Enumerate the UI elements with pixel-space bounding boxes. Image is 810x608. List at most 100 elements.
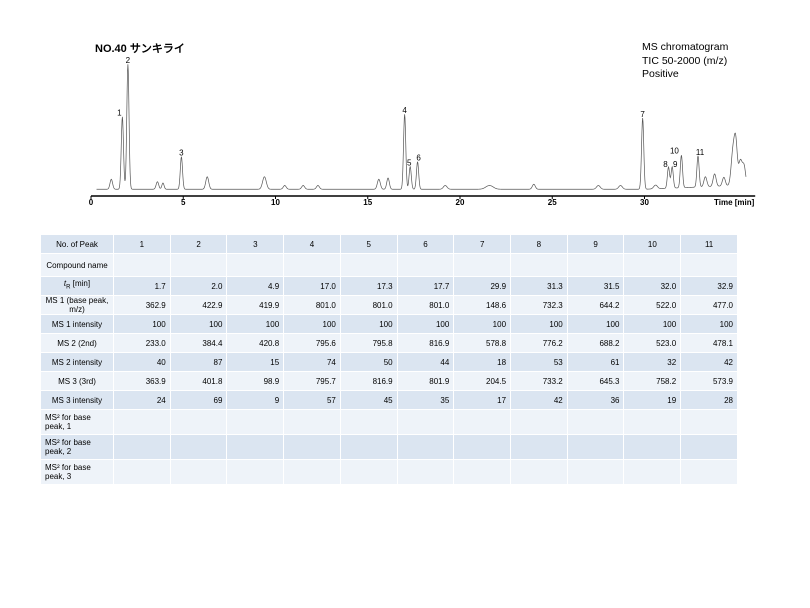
- value-cell: [169, 434, 228, 460]
- value-cell: 100: [396, 314, 455, 334]
- peak-labels: 1 2 3 4 56 7 8 9 10 11: [117, 56, 705, 169]
- peak-label-7: 7: [640, 110, 645, 119]
- value-cell: 816.9: [396, 333, 455, 353]
- table-row: MS 3 intensity 24 69 9 57 45 35 17 42 36 19 28: [40, 390, 738, 410]
- value-cell: [623, 409, 682, 435]
- value-cell: 31.5: [566, 276, 625, 296]
- table-row: MS 3 (3rd) 363.9 401.8 98.9 795.7 816.9 801.9 2…: [40, 371, 738, 391]
- value-cell: 2.0: [169, 276, 228, 296]
- value-cell: 32: [623, 352, 682, 372]
- value-cell: 87: [169, 352, 228, 372]
- value-cell: 578.8: [453, 333, 512, 353]
- peak-number-cell: 10: [623, 234, 682, 254]
- value-cell: [680, 459, 738, 485]
- value-cell: 100: [339, 314, 398, 334]
- peak-label-8: 8: [663, 160, 668, 169]
- table-row: MS 2 (2nd) 233.0 384.4 420.8 795.6 795.8 816.9…: [40, 333, 738, 353]
- value-cell: 53: [510, 352, 568, 372]
- value-cell: 401.8: [169, 371, 228, 391]
- value-cell: 100: [113, 314, 171, 334]
- value-cell: 50: [339, 352, 398, 372]
- table-row: MS 1 intensity 100 100 100 100 100 100 100 100 10…: [40, 314, 738, 334]
- value-cell: [113, 459, 171, 485]
- peak-label-6: 6: [416, 154, 421, 163]
- value-cell: 31.3: [510, 276, 568, 296]
- value-cell: 17: [453, 390, 512, 410]
- info-line-range: TIC 50-2000 (m/z): [642, 54, 728, 67]
- row-label: tR [min]: [40, 276, 114, 296]
- x-axis: 0 5 10 15 20 25 30 Time [min]: [89, 195, 756, 207]
- value-cell: 57: [283, 390, 341, 410]
- value-cell: [283, 253, 341, 277]
- value-cell: 522.0: [623, 295, 682, 315]
- row-label: MS² for base peak, 1: [40, 409, 114, 435]
- value-cell: [510, 253, 568, 277]
- value-cell: 1.7: [113, 276, 171, 296]
- peak-label-3: 3: [179, 149, 184, 158]
- table-row: MS 1 (base peak, m/z) 362.9 422.9 419.9 801.…: [40, 295, 738, 315]
- value-cell: [226, 459, 285, 485]
- peak-label-2: 2: [126, 56, 131, 65]
- x-tick-label: 10: [271, 198, 280, 207]
- row-label: MS 3 intensity: [40, 390, 114, 410]
- table-row: MS 2 intensity 40 87 15 74 50 44 18 53 61 32 42: [40, 352, 738, 372]
- peak-number-cell: 1: [113, 234, 171, 254]
- row-label: MS 1 intensity: [40, 314, 114, 334]
- value-cell: [396, 459, 455, 485]
- row-label: MS 2 (2nd): [40, 333, 114, 353]
- value-cell: 28: [680, 390, 738, 410]
- peak-number-cell: 11: [680, 234, 738, 254]
- value-cell: 795.8: [339, 333, 398, 353]
- value-cell: 19: [623, 390, 682, 410]
- value-cell: [623, 434, 682, 460]
- x-axis-label: Time [min]: [714, 198, 755, 207]
- value-cell: 795.7: [283, 371, 341, 391]
- value-cell: 9: [226, 390, 285, 410]
- value-cell: 100: [566, 314, 625, 334]
- value-cell: 74: [283, 352, 341, 372]
- x-tick-label: 15: [363, 198, 372, 207]
- value-cell: 98.9: [226, 371, 285, 391]
- value-cell: [396, 409, 455, 435]
- value-cell: 4.9: [226, 276, 285, 296]
- info-line-polarity: Positive: [642, 68, 679, 80]
- peak-label-9: 9: [673, 160, 678, 169]
- value-cell: 384.4: [169, 333, 228, 353]
- value-cell: [623, 253, 682, 277]
- value-cell: [169, 409, 228, 435]
- value-cell: [283, 409, 341, 435]
- value-cell: 644.2: [566, 295, 625, 315]
- value-cell: [396, 253, 455, 277]
- peak-number-cell: 4: [283, 234, 341, 254]
- value-cell: 233.0: [113, 333, 171, 353]
- value-cell: 816.9: [339, 371, 398, 391]
- table-row: MS² for base peak, 2: [40, 434, 738, 460]
- value-cell: 44: [396, 352, 455, 372]
- value-cell: 100: [226, 314, 285, 334]
- value-cell: [680, 253, 738, 277]
- value-cell: [339, 409, 398, 435]
- peak-table: No. of Peak 1 2 3 4 5 6 7 8 9 10 11 Compound name tR …: [40, 234, 738, 485]
- table-row: Compound name: [40, 253, 738, 277]
- value-cell: [510, 409, 568, 435]
- value-cell: 776.2: [510, 333, 568, 353]
- value-cell: [566, 253, 625, 277]
- value-cell: 795.6: [283, 333, 341, 353]
- table-row: MS² for base peak, 1: [40, 409, 738, 435]
- value-cell: [453, 434, 512, 460]
- value-cell: [113, 409, 171, 435]
- info-line-detector: MS chromatogram: [642, 41, 729, 53]
- value-cell: [453, 409, 512, 435]
- x-tick-label: 20: [456, 198, 465, 207]
- value-cell: 477.0: [680, 295, 738, 315]
- value-cell: 204.5: [453, 371, 512, 391]
- value-cell: [396, 434, 455, 460]
- peak-label-5: 5: [407, 159, 412, 168]
- peak-number-cell: 6: [396, 234, 455, 254]
- value-cell: 148.6: [453, 295, 512, 315]
- value-cell: [510, 459, 568, 485]
- value-cell: [680, 434, 738, 460]
- value-cell: 100: [510, 314, 568, 334]
- value-cell: [113, 434, 171, 460]
